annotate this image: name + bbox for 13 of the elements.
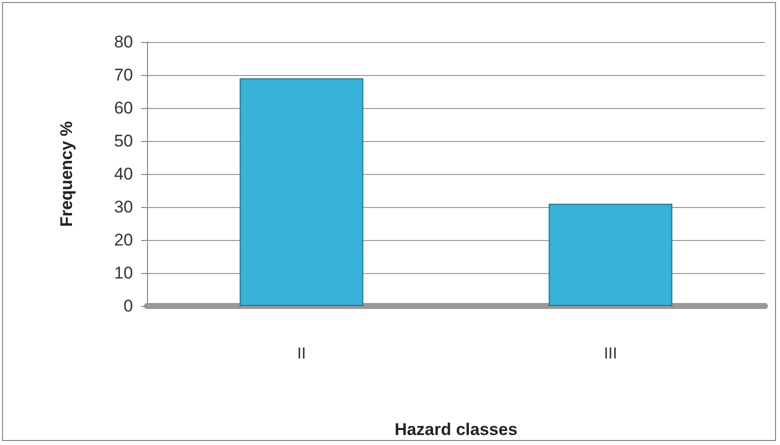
x-tick-label: II: [297, 346, 306, 362]
y-tick-label: 80: [114, 32, 133, 52]
y-tick-label: 30: [114, 198, 133, 216]
y-axis-title: Frequency %: [57, 121, 76, 227]
y-tick-label: 60: [114, 98, 133, 118]
y-tick-label: 70: [114, 66, 133, 84]
y-tick-label: 0: [124, 296, 133, 316]
y-tick-label: 10: [114, 264, 133, 282]
x-axis-title: Hazard classes: [394, 420, 518, 439]
y-tick-label: 50: [114, 132, 133, 150]
x-tick-label: III: [604, 346, 618, 362]
y-tick-label: 40: [114, 164, 133, 184]
y-tick-label: 20: [114, 230, 133, 250]
